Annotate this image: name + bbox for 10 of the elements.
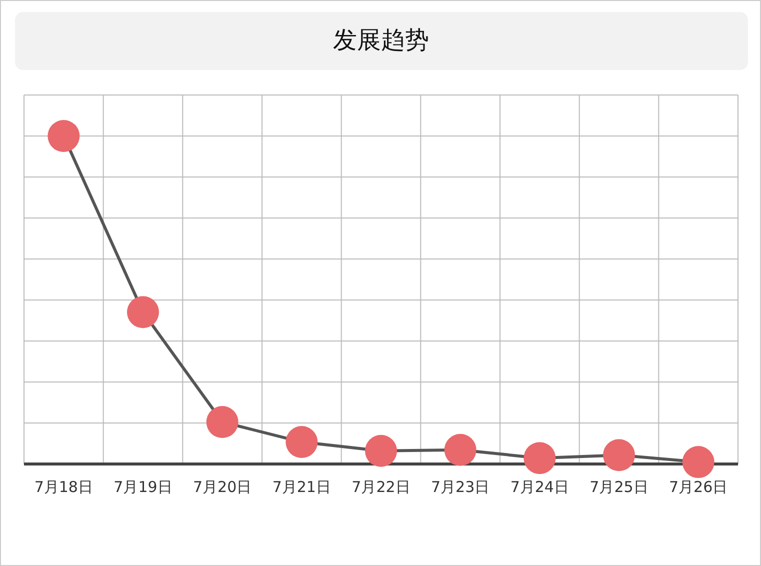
x-tick-label: 7月20日 [193, 478, 252, 496]
x-tick-label: 7月19日 [114, 478, 172, 496]
chart-title: 发展趋势 [333, 26, 429, 54]
x-tick-label: 7月26日 [669, 478, 728, 496]
x-tick-label: 7月23日 [431, 478, 490, 496]
x-tick-label: 7月22日 [352, 478, 410, 496]
x-tick-label: 7月25日 [590, 478, 648, 496]
x-tick-label: 7月21日 [272, 478, 331, 496]
x-tick-label: 7月18日 [34, 478, 93, 496]
x-tick-label: 7月24日 [510, 478, 569, 496]
